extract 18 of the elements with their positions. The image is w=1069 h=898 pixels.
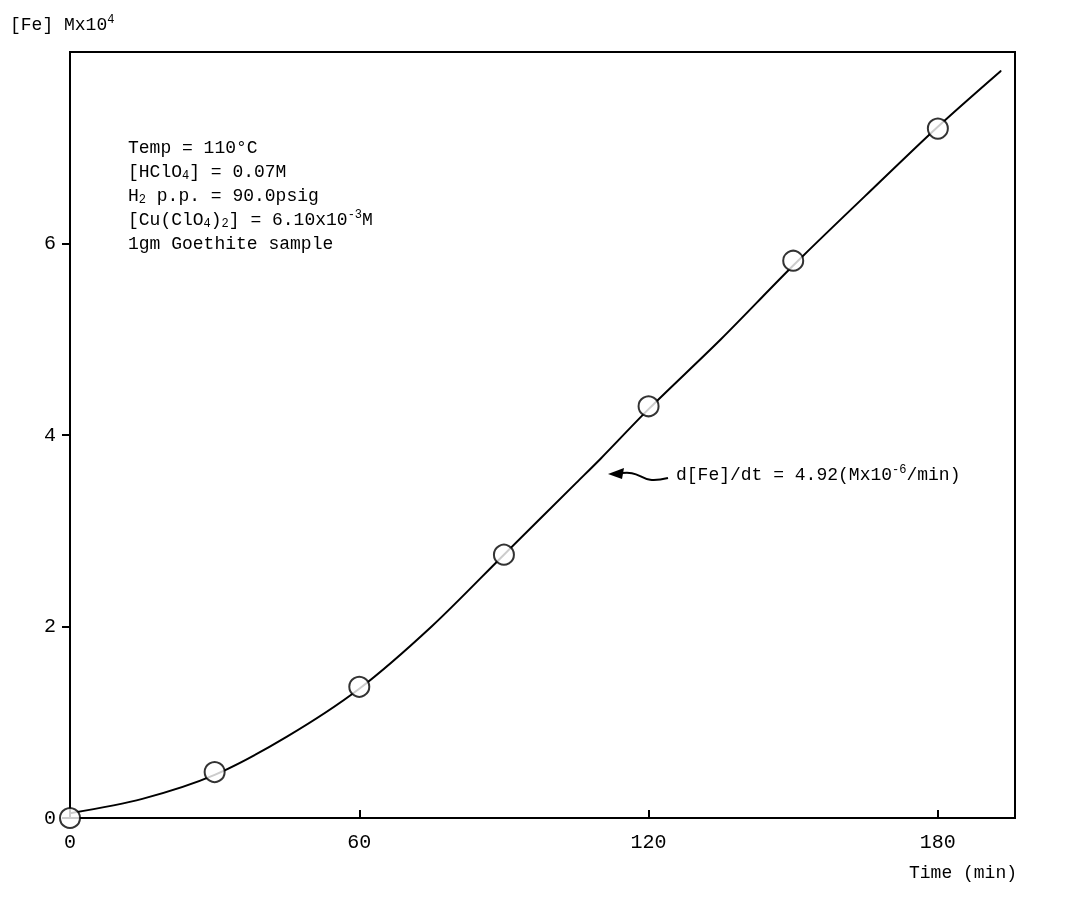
point (348, 675, 371, 698)
annotation: Temp = 110°C (128, 138, 258, 158)
x-tick-label: 60 (347, 830, 372, 854)
point (492, 543, 515, 566)
x-tick-label: 120 (630, 830, 667, 854)
annotation: 1gm Goethite sample (128, 234, 334, 254)
point (59, 807, 81, 829)
y-tick-label: 4 (43, 423, 56, 447)
x-tick-label: 180 (919, 830, 956, 854)
point (926, 117, 949, 140)
x-axis-title: Time (min) (908, 863, 1018, 883)
point (637, 395, 660, 418)
point (782, 249, 805, 272)
y-tick-label: 2 (43, 615, 56, 638)
y-tick-label: 6 (43, 232, 56, 255)
point (203, 761, 226, 784)
x-tick-label: 0 (63, 830, 77, 854)
y-tick-label: 0 (43, 806, 56, 830)
